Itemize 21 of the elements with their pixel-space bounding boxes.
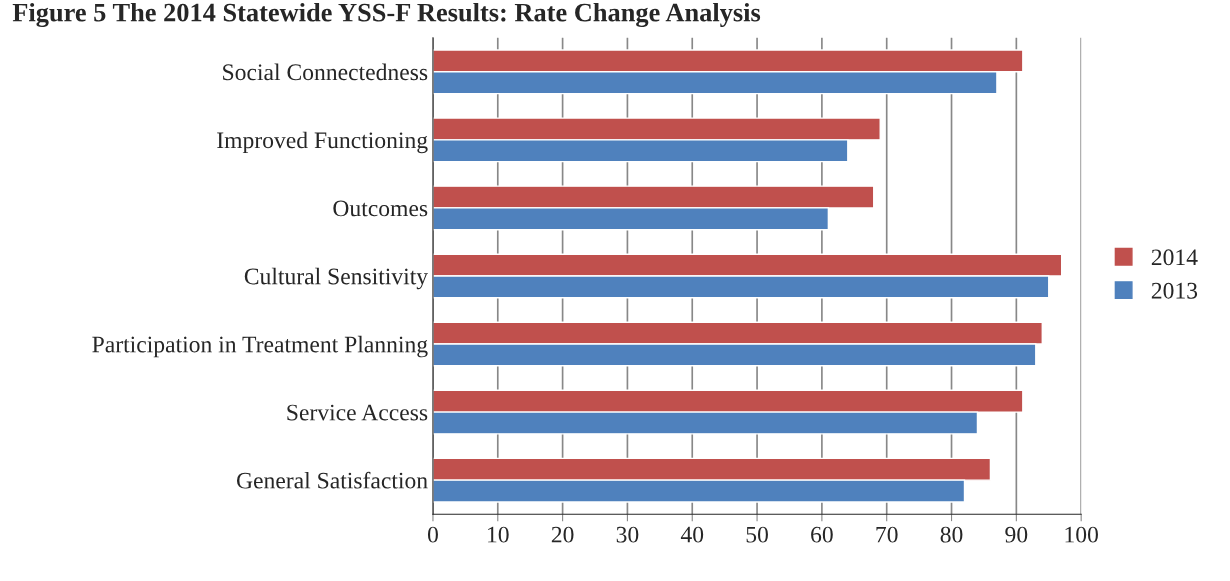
y-tick-label: Cultural Sensitivity <box>244 267 429 290</box>
y-tick-label: Social Connectedness <box>223 63 428 81</box>
y-tick-label: General Satisfaction <box>236 471 428 489</box>
legend-label: 2014 <box>1151 249 1198 266</box>
x-tick-label: 100 <box>1065 526 1098 543</box>
y-tick-label: Outcomes <box>333 200 428 217</box>
x-tick-label: 0 <box>427 526 438 543</box>
x-tick-label: 60 <box>811 526 833 543</box>
chart-title: Figure 5 The 2014 Statewide YSS-F Results: Rate Change Analysis <box>12 2 761 28</box>
x-tick-label: 10 <box>488 526 509 543</box>
x-tick-label: 20 <box>551 526 574 543</box>
y-tick-label: Service Access <box>287 404 428 421</box>
y-tick-label: Improved Functioning <box>217 131 428 154</box>
x-tick-label: 30 <box>616 526 639 543</box>
x-tick-label: 70 <box>876 526 898 543</box>
x-tick-label: 40 <box>680 526 704 543</box>
x-tick-label: 50 <box>746 526 768 543</box>
x-tick-label: 90 <box>1005 526 1028 543</box>
legend-label: 2013 <box>1151 282 1198 299</box>
y-tick-label: Participation in Treatment Planning <box>92 335 428 358</box>
x-tick-label: 80 <box>940 526 963 543</box>
